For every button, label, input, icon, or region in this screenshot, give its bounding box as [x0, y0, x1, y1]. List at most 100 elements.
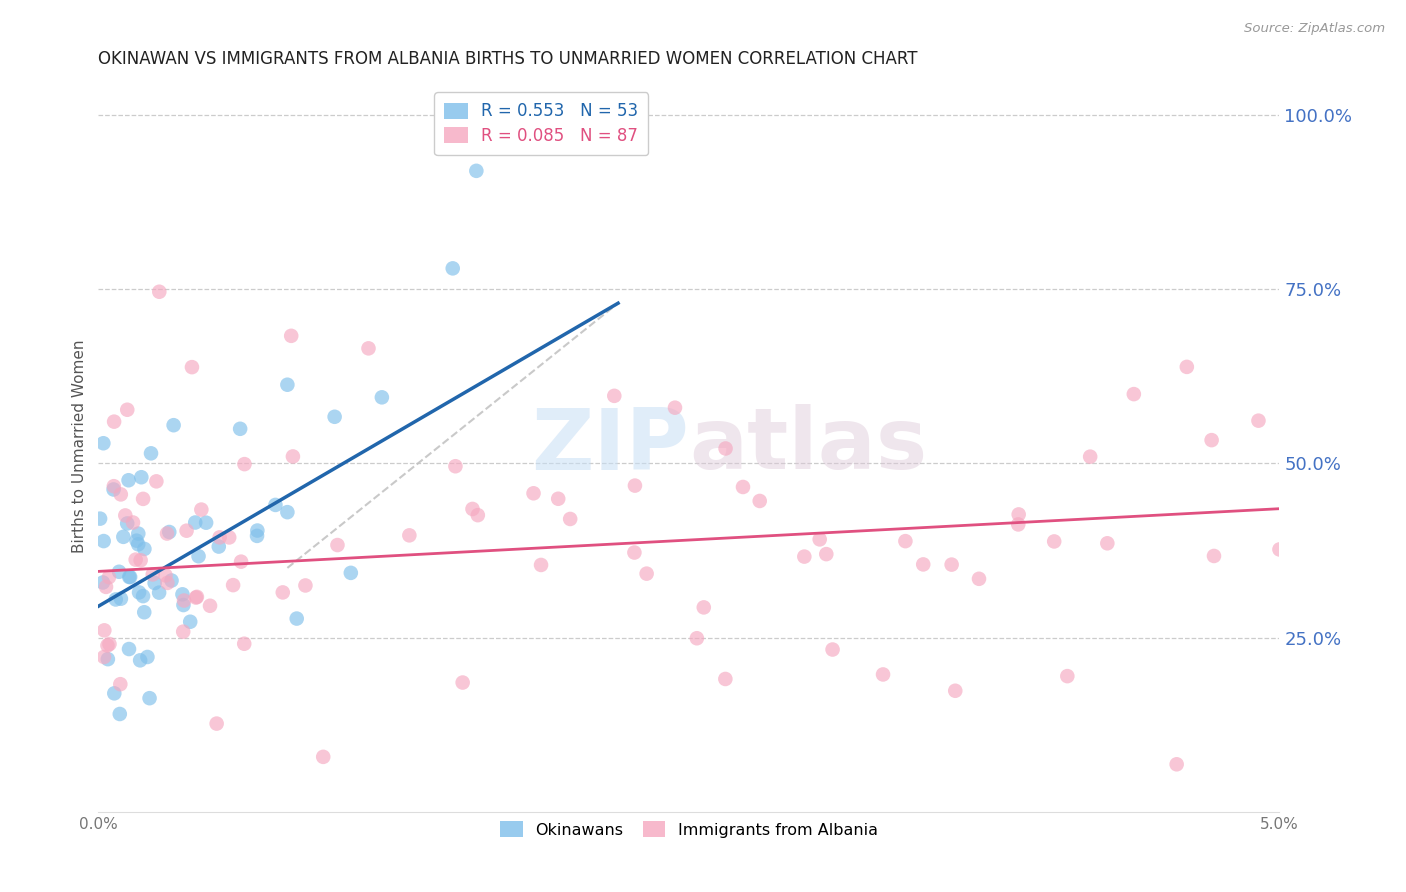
Point	[205, 716, 228, 731]
Point	[714, 442, 737, 456]
Point	[127, 537, 149, 551]
Point	[93, 650, 115, 665]
Point	[1268, 542, 1291, 557]
Point	[815, 547, 838, 561]
Point	[821, 642, 844, 657]
Point	[190, 502, 212, 516]
Point	[233, 637, 256, 651]
Point	[1008, 508, 1031, 522]
Point	[104, 592, 127, 607]
Point	[1078, 450, 1101, 464]
Point	[748, 494, 770, 508]
Point	[264, 498, 287, 512]
Text: ZIP: ZIP	[531, 404, 689, 488]
Point	[461, 502, 484, 516]
Point	[686, 632, 709, 646]
Point	[115, 516, 138, 531]
Point	[108, 706, 131, 721]
Point	[229, 422, 252, 436]
Point	[118, 570, 141, 584]
Point	[98, 637, 121, 651]
Point	[714, 672, 737, 686]
Point	[218, 531, 240, 545]
Point	[941, 558, 963, 572]
Point	[142, 567, 165, 582]
Point	[93, 436, 115, 450]
Point	[1201, 433, 1223, 447]
Point	[636, 566, 658, 581]
Point	[128, 585, 150, 599]
Text: OKINAWAN VS IMMIGRANTS FROM ALBANIA BIRTHS TO UNMARRIED WOMEN CORRELATION CHART: OKINAWAN VS IMMIGRANTS FROM ALBANIA BIRT…	[98, 50, 918, 68]
Point	[103, 479, 125, 493]
Point	[1043, 534, 1066, 549]
Point	[943, 683, 966, 698]
Text: atlas: atlas	[689, 404, 927, 488]
Point	[187, 549, 209, 564]
Point	[134, 541, 156, 556]
Point	[229, 555, 252, 569]
Point	[179, 615, 201, 629]
Point	[664, 401, 686, 415]
Point	[967, 572, 990, 586]
Point	[246, 524, 269, 538]
Point	[560, 512, 582, 526]
Point	[112, 530, 135, 544]
Point	[110, 591, 132, 606]
Point	[323, 409, 346, 424]
Point	[623, 545, 645, 559]
Point	[172, 624, 194, 639]
Point	[148, 585, 170, 599]
Point	[294, 578, 316, 592]
Point	[176, 524, 198, 538]
Point	[156, 526, 179, 541]
Point	[312, 749, 335, 764]
Point	[1175, 359, 1198, 374]
Point	[157, 524, 180, 539]
Point	[1007, 517, 1029, 532]
Point	[173, 593, 195, 607]
Point	[120, 570, 142, 584]
Point	[117, 402, 139, 417]
Point	[108, 565, 131, 579]
Point	[160, 574, 183, 588]
Point	[110, 677, 132, 691]
Legend: Okinawans, Immigrants from Albania: Okinawans, Immigrants from Albania	[494, 815, 884, 844]
Point	[357, 342, 380, 356]
Y-axis label: Births to Unmarried Women: Births to Unmarried Women	[72, 339, 87, 553]
Point	[172, 587, 194, 601]
Point	[132, 589, 155, 603]
Text: Source: ZipAtlas.com: Source: ZipAtlas.com	[1244, 22, 1385, 36]
Point	[371, 390, 394, 404]
Point	[129, 653, 152, 667]
Point	[127, 526, 149, 541]
Point	[522, 486, 544, 500]
Point	[808, 533, 831, 547]
Point	[139, 446, 162, 460]
Point	[530, 558, 553, 572]
Point	[181, 360, 204, 375]
Point	[110, 487, 132, 501]
Point	[271, 585, 294, 599]
Point	[731, 480, 754, 494]
Point	[693, 600, 716, 615]
Point	[134, 605, 156, 619]
Point	[125, 533, 148, 548]
Point	[138, 691, 160, 706]
Point	[131, 470, 153, 484]
Point	[280, 328, 302, 343]
Point	[93, 624, 115, 638]
Point	[117, 473, 139, 487]
Point	[103, 483, 125, 497]
Point	[208, 530, 231, 544]
Point	[1056, 669, 1078, 683]
Point	[155, 568, 177, 582]
Point	[103, 686, 125, 700]
Point	[132, 491, 155, 506]
Point	[136, 650, 159, 665]
Point	[444, 459, 467, 474]
Point	[208, 540, 231, 554]
Point	[894, 534, 917, 549]
Point	[603, 389, 626, 403]
Point	[195, 516, 218, 530]
Point	[89, 511, 111, 525]
